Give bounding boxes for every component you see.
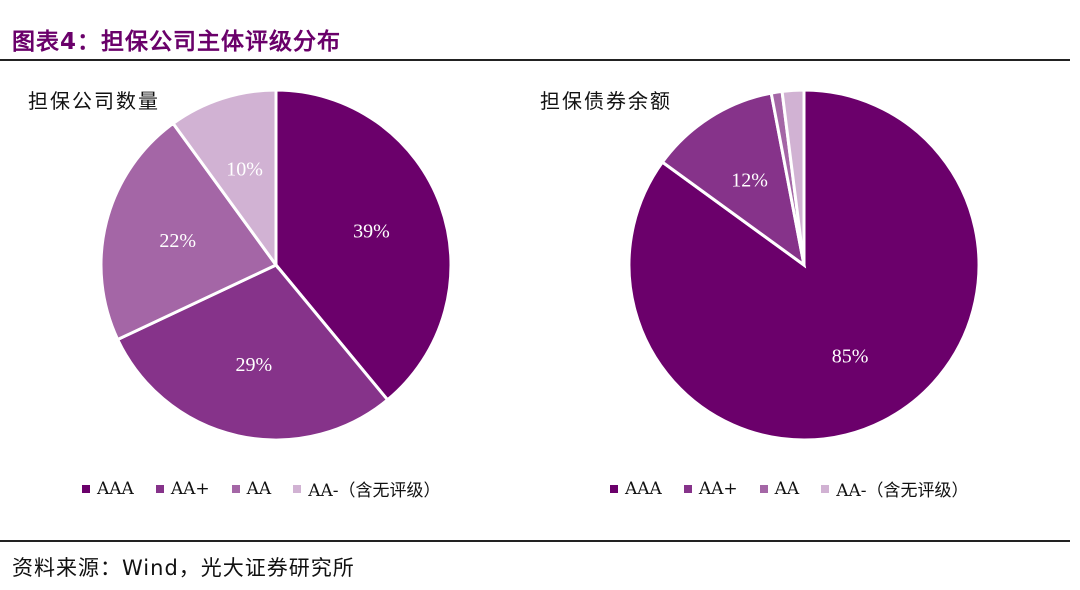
- legend-label: AAA: [97, 478, 134, 499]
- left-pie-label-AAA: 39%: [353, 221, 390, 243]
- legend-label: AA+: [698, 478, 738, 499]
- legend-swatch: [821, 484, 830, 493]
- right-pie-label-AA+: 12%: [731, 169, 768, 191]
- pie-charts: 39% 29% 22% 10% 85% 12%: [99, 88, 981, 442]
- legend-swatch: [231, 484, 240, 493]
- legend-swatch: [82, 484, 90, 493]
- legend-label: AA: [246, 478, 272, 499]
- left-pie-slice-AAA: [274, 88, 453, 402]
- left-chart-legend: AAA AA+ AA AA-（含无评级）: [82, 476, 441, 501]
- right-chart-title: 担保债券余额: [540, 89, 672, 113]
- left-legend-item-AAA: AAA: [82, 476, 134, 501]
- right-legend-item-AA-（含无评级）: AA-（含无评级）: [821, 476, 969, 501]
- right-pie-slice-AA-（含无评级）: [780, 88, 806, 266]
- legend-label: AA-（含无评级）: [308, 481, 441, 501]
- legend-swatch: [610, 484, 618, 493]
- figure-title: 图表4：担保公司主体评级分布: [12, 29, 342, 55]
- left-chart-title: 担保公司数量: [28, 89, 160, 113]
- legend-swatch: [683, 484, 692, 493]
- legend-label: AA: [774, 478, 800, 499]
- legend-label: AAA: [625, 478, 662, 499]
- right-legend-item-AA: AA: [759, 476, 800, 501]
- right-legend-item-AA+: AA+: [683, 476, 738, 501]
- left-pie-slice-AA: [99, 121, 279, 342]
- right-pie-slice-AA+: [660, 91, 807, 269]
- right-pie-label-AAA: 85%: [832, 345, 869, 367]
- legend-swatch: [293, 484, 302, 493]
- top-divider: [0, 59, 1070, 61]
- left-pie-label-AA: 22%: [159, 230, 196, 252]
- right-legend-item-AAA: AAA: [610, 476, 662, 501]
- source-note: 资料来源：Wind，光大证券研究所: [12, 556, 355, 580]
- left-pie-label-AA+: 29%: [236, 354, 273, 376]
- left-legend-item-AA+: AA+: [155, 476, 210, 501]
- left-legend-item-AA: AA: [231, 476, 272, 501]
- left-legend-item-AA-（含无评级）: AA-（含无评级）: [293, 476, 441, 501]
- legend-label: AA+: [170, 478, 210, 499]
- right-chart-legend: AAA AA+ AA AA-（含无评级）: [610, 476, 969, 501]
- bottom-divider: [0, 540, 1070, 542]
- left-pie-slice-AA-（含无评级）: [171, 88, 278, 270]
- legend-swatch: [155, 484, 164, 493]
- left-pie-label-AA-（含无评级）: 10%: [226, 158, 263, 180]
- legend-label: AA-（含无评级）: [836, 481, 969, 501]
- legend-swatch: [759, 484, 768, 493]
